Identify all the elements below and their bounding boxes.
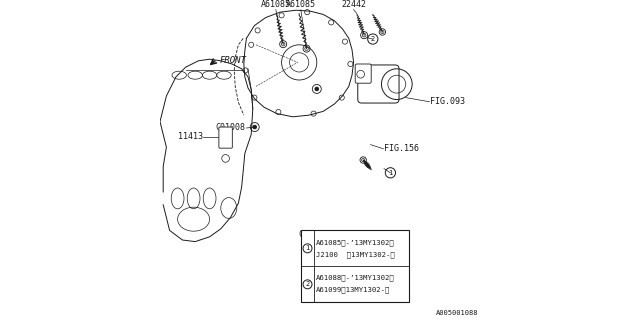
Text: A61085: A61085 [261, 0, 291, 9]
Circle shape [315, 87, 319, 91]
Text: C01008: C01008 [298, 230, 328, 239]
Text: A61085: A61085 [286, 0, 316, 9]
FancyBboxPatch shape [358, 65, 399, 103]
FancyBboxPatch shape [219, 127, 232, 148]
Text: 1: 1 [305, 245, 310, 251]
Text: FIG.093: FIG.093 [430, 97, 465, 106]
Text: C01008: C01008 [216, 124, 246, 132]
Text: 11413: 11413 [177, 132, 202, 141]
Text: FIG.156: FIG.156 [384, 144, 419, 153]
Text: 1: 1 [388, 170, 392, 176]
Text: 2: 2 [305, 281, 310, 287]
Text: A005001088: A005001088 [436, 310, 479, 316]
Text: A61085（-’13MY1302）: A61085（-’13MY1302） [316, 239, 395, 246]
Text: A61099（13MY1302-）: A61099（13MY1302-） [316, 287, 390, 293]
Text: FRONT: FRONT [219, 56, 246, 65]
Text: A61088（-’13MY1302）: A61088（-’13MY1302） [316, 275, 395, 281]
Bar [301, 230, 409, 302]
Circle shape [253, 125, 257, 129]
FancyBboxPatch shape [355, 64, 371, 83]
Text: 22442: 22442 [341, 0, 366, 9]
Text: J2100  （13MY1302-）: J2100 （13MY1302-） [316, 252, 395, 258]
Text: 2: 2 [371, 36, 375, 42]
